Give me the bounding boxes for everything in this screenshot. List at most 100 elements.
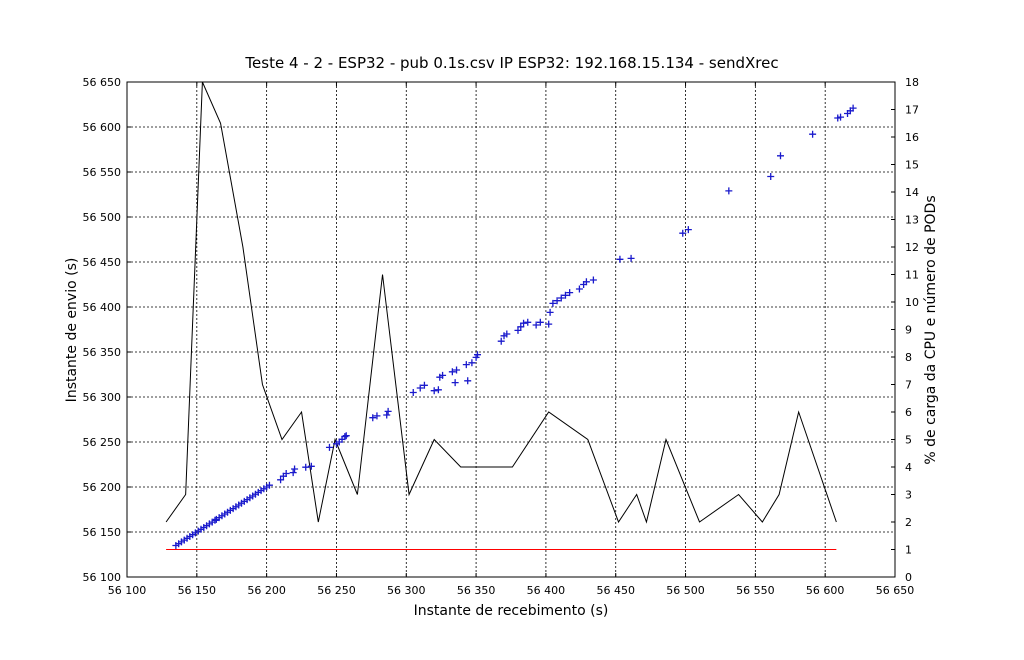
- scatter-point: [514, 326, 522, 334]
- scatter-point: [575, 285, 583, 293]
- scatter-point: [545, 320, 553, 328]
- scatter-point: [341, 433, 349, 441]
- scatter-point: [532, 321, 540, 329]
- scatter-point: [767, 173, 775, 180]
- scatter-point: [453, 366, 461, 374]
- scatter-point: [211, 516, 219, 524]
- y-tick-label: 56 100: [83, 571, 122, 584]
- x-axis-label: Instante de recebimento (s): [414, 603, 609, 619]
- x-tick-label: 56 300: [387, 584, 426, 597]
- scatter-point: [582, 278, 590, 286]
- y-axis-label: Instante de envio (s): [64, 258, 80, 403]
- x-tick-label: 56 500: [666, 584, 705, 597]
- scatter-point: [277, 476, 285, 484]
- scatter-point: [383, 411, 391, 419]
- y-tick-label: 56 350: [83, 346, 122, 359]
- x-tick-label: 56 650: [876, 584, 915, 597]
- scatter-point: [369, 414, 377, 422]
- x-tick-label: 56 350: [457, 584, 496, 597]
- y-tick-label: 56 250: [83, 436, 122, 449]
- scatter-point: [566, 289, 574, 297]
- scatter-point: [448, 368, 456, 376]
- y2-tick-label: 15: [905, 159, 919, 172]
- scatter-point: [849, 104, 857, 112]
- y2-tick-label: 8: [905, 351, 912, 364]
- x-tick-label: 56 100: [108, 584, 147, 597]
- x-tick-label: 56 200: [247, 584, 286, 597]
- y2-tick-label: 3: [905, 489, 912, 502]
- y-tick-label: 56 400: [83, 301, 122, 314]
- scatter-point: [776, 152, 784, 160]
- y2-tick-label: 13: [905, 214, 919, 227]
- chart-title: Teste 4 - 2 - ESP32 - pub 0.1s.csv IP ES…: [244, 54, 778, 72]
- scatter-point: [524, 318, 532, 326]
- scatter-point: [725, 187, 733, 195]
- x-tick-label: 56 600: [806, 584, 845, 597]
- y-tick-label: 56 600: [83, 121, 122, 134]
- scatter-point: [282, 470, 290, 477]
- scatter-point: [627, 254, 635, 262]
- cpu-load-line: [165, 81, 837, 524]
- x-tick-label: 56 450: [596, 584, 635, 597]
- scatter-point: [546, 308, 554, 316]
- line-series: [165, 81, 837, 550]
- y2-tick-label: 18: [905, 76, 919, 89]
- y2-tick-label: 1: [905, 544, 912, 557]
- scatter-point: [439, 371, 447, 379]
- y2-tick-label: 2: [905, 516, 912, 529]
- scatter-point: [557, 294, 565, 302]
- scatter-point: [549, 299, 557, 307]
- scatter-point: [589, 276, 597, 284]
- x-tick-label: 56 550: [736, 584, 775, 597]
- scatter-point: [265, 481, 273, 489]
- x-tick-label: 56 250: [317, 584, 356, 597]
- y2-tick-label: 16: [905, 131, 919, 144]
- scatter-point: [468, 359, 476, 367]
- y2-tick-label: 11: [905, 269, 919, 282]
- scatter-point: [616, 255, 624, 263]
- scatter-point: [503, 330, 511, 338]
- scatter-point: [302, 463, 310, 471]
- y-tick-label: 56 500: [83, 211, 122, 224]
- scatter-point: [430, 387, 438, 395]
- scatter-point: [536, 318, 544, 326]
- scatter-point: [473, 351, 481, 359]
- scatter-point: [291, 465, 299, 473]
- y2-tick-label: 12: [905, 241, 919, 254]
- scatter-point: [809, 130, 817, 138]
- scatter-point: [409, 389, 417, 396]
- scatter-point: [684, 226, 692, 234]
- scatter-series: [172, 104, 857, 549]
- scatter-point: [561, 291, 569, 299]
- scatter-point: [462, 361, 470, 369]
- scatter-point: [837, 113, 845, 121]
- x-tick-label: 56 150: [178, 584, 217, 597]
- scatter-point: [497, 337, 505, 345]
- scatter-point: [289, 469, 297, 477]
- scatter-point: [325, 443, 333, 451]
- y2-axis-label: % de carga da CPU e número de PODs: [923, 195, 939, 464]
- grid-lines: [126, 81, 896, 578]
- y-tick-label: 56 150: [83, 526, 122, 539]
- y-tick-label: 56 450: [83, 256, 122, 269]
- scatter-point: [517, 323, 525, 331]
- y2-tick-label: 9: [905, 324, 912, 337]
- scatter-point: [679, 229, 687, 237]
- x-axis: 56 100 56 150 56 200 56 250 56 300 56 350 56 4…: [108, 82, 915, 597]
- scatter-point: [520, 319, 528, 327]
- scatter-point: [434, 386, 442, 394]
- scatter-point: [451, 379, 459, 387]
- y2-tick-label: 6: [905, 406, 912, 419]
- y2-tick-label: 4: [905, 461, 912, 474]
- y2-tick-label: 10: [905, 296, 919, 309]
- y-tick-label: 56 550: [83, 166, 122, 179]
- scatter-point: [384, 407, 392, 415]
- y2-tick-label: 7: [905, 379, 912, 392]
- y-tick-label: 56 200: [83, 481, 122, 494]
- scatter-point: [553, 297, 561, 305]
- scatter-point: [373, 412, 381, 420]
- scatter-point: [342, 432, 350, 440]
- y2-tick-label: 14: [905, 186, 919, 199]
